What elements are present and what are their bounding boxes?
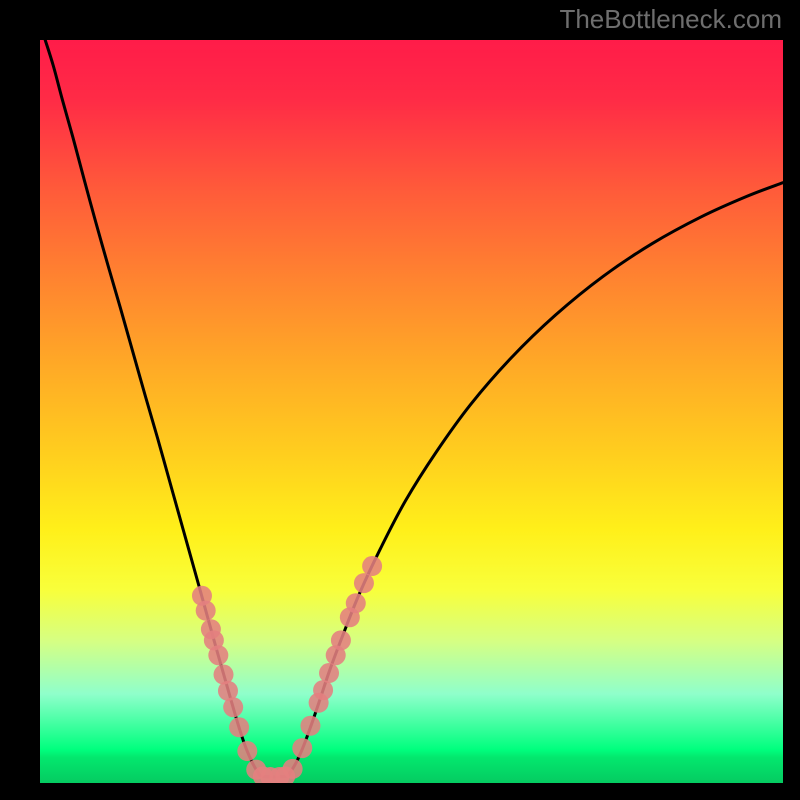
chart-root: TheBottleneck.com <box>0 0 800 800</box>
curve-marker <box>319 663 339 683</box>
curve-marker <box>354 573 374 593</box>
curve-marker <box>229 717 249 737</box>
curve-marker <box>283 759 303 779</box>
curve-marker <box>362 556 382 576</box>
curve-marker <box>223 697 243 717</box>
chart-svg <box>0 0 800 800</box>
curve-marker <box>208 645 228 665</box>
curve-marker <box>300 716 320 736</box>
curve-marker <box>292 738 312 758</box>
curve-marker <box>313 680 333 700</box>
curve-marker <box>196 601 216 621</box>
curve-marker <box>331 630 351 650</box>
curve-marker <box>346 593 366 613</box>
watermark-label: TheBottleneck.com <box>559 4 782 35</box>
plot-background <box>40 40 783 783</box>
curve-marker <box>237 741 257 761</box>
